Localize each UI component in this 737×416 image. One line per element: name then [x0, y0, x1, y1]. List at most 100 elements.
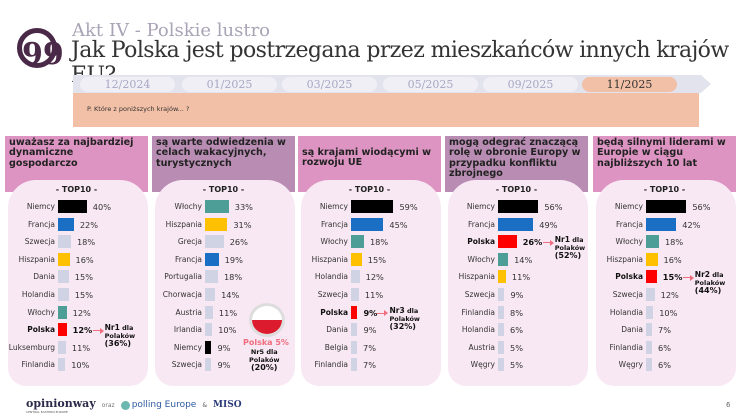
country-label: Francja [27, 219, 55, 229]
country-label: Holandia [609, 307, 643, 317]
timeline-tab-05-2025[interactable]: 05/2025 [383, 77, 478, 92]
value-label: 9% [363, 325, 377, 336]
value-label: 10% [659, 307, 678, 318]
panel-title: mogą odegrać znaczącą rolę w obronie Eur… [449, 137, 581, 179]
bar [646, 252, 658, 266]
bar-row: Holandia 12% [298, 270, 441, 284]
country-label: Niemcy [614, 202, 643, 211]
country-label: Dania [326, 325, 348, 335]
opinionway-logo: opinionway CENTRAL EASTERN EUROPE [26, 397, 96, 414]
timeline-tab-11-2025[interactable]: 11/2025 [582, 77, 677, 92]
bar [351, 358, 357, 372]
panel-title: będą silnymi liderami w Europie w ciągu … [597, 137, 726, 169]
ranking-panel: są warte odwiedzenia w celach wakacyjnyc… [152, 136, 295, 386]
polling-europe-icon [120, 400, 130, 410]
timeline-tab-01-2025[interactable]: 01/2025 [182, 77, 277, 92]
timeline-arrow-icon [701, 75, 711, 93]
bar [58, 358, 66, 372]
bar [58, 235, 71, 249]
country-label: Włochy [320, 237, 348, 247]
value-label: 5% [510, 342, 523, 353]
bar-row: Szwecja 9% [445, 288, 588, 302]
bar-row: Dania 15% [5, 270, 148, 284]
ampersand: & [202, 401, 208, 409]
bar-row: Luksemburg 11% [5, 340, 148, 355]
bar [646, 288, 655, 301]
miso-logo: MISO [213, 400, 242, 410]
ranking-panel: będą silnymi liderami w Europie w ciągu … [593, 136, 736, 386]
country-label: Dania [33, 272, 55, 282]
panel-header: są warte odwiedzenia w celach wakacyjnyc… [152, 136, 295, 196]
bar [498, 252, 509, 266]
country-label: Belgia [324, 342, 348, 352]
country-label: Hiszpania [165, 219, 202, 229]
country-label: Holandia [314, 272, 348, 282]
country-label: Włochy [27, 307, 55, 317]
bar-row: Austria 11% [152, 305, 295, 320]
arrow-icon [542, 239, 554, 246]
polling-europe-logo: polling Europe [131, 400, 197, 410]
panel-body [448, 180, 588, 386]
bar [205, 340, 212, 354]
value-label: 11% [511, 272, 531, 283]
bar [205, 200, 229, 213]
value-label: 11% [218, 307, 238, 318]
country-label: Austria [468, 342, 496, 352]
bar-row: Holandia 6% [445, 323, 588, 337]
polish-rank-annotation: Nr5 dla Polaków (20%) [249, 348, 280, 372]
oraz-text: oraz [101, 401, 115, 409]
value-label: 16% [75, 254, 94, 265]
country-label: Włochy [467, 254, 495, 264]
country-label: Chorwacja [162, 290, 202, 299]
bar-row: Dania 9% [298, 323, 441, 337]
bar [58, 252, 70, 266]
ranking-panel: uważasz za najbardziej dynamiczne gospod… [5, 136, 148, 386]
quote-icon: 99 [17, 28, 64, 72]
bar-row: Hiszpania 15% [298, 252, 441, 267]
bar-row: Francja 49% [445, 217, 588, 232]
country-label: Francja [467, 219, 495, 229]
country-label: Holandia [21, 290, 55, 299]
value-label: 33% [234, 202, 253, 212]
value-label: 26% [522, 237, 543, 248]
value-label: 40% [92, 202, 111, 212]
bar [351, 252, 362, 266]
value-label: 22% [79, 219, 99, 230]
bar [58, 340, 66, 354]
ranking-panel: mogą odegrać znaczącą rolę w obronie Eur… [445, 136, 588, 386]
value-label: 10% [218, 325, 237, 336]
timeline-tab-09-2025[interactable]: 09/2025 [483, 77, 578, 92]
bar [646, 217, 677, 231]
timeline-tab-03-2025[interactable]: 03/2025 [282, 77, 377, 92]
bar-row: Finlandia 7% [298, 358, 441, 372]
country-label: Polska [320, 307, 348, 317]
bar-row: Grecja 26% [152, 235, 295, 249]
country-label: Szwecja [171, 360, 202, 370]
bar-row: Francja 19% [152, 252, 295, 267]
country-label: Hiszpania [606, 254, 643, 264]
value-label: 26% [229, 237, 248, 248]
bar-row: Niemcy 9% [152, 340, 295, 355]
footer-logos: opinionway CENTRAL EASTERN EUROPE oraz p… [26, 395, 242, 415]
country-label: Francja [320, 219, 348, 229]
bar-row: Szwecja 12% [593, 288, 736, 302]
bar-row: Francja 42% [593, 217, 736, 232]
bar [58, 217, 74, 231]
bar [646, 235, 659, 249]
value-label: 15% [367, 254, 386, 265]
bar-row: Holandia 15% [5, 288, 148, 302]
bar [351, 200, 394, 213]
bar [646, 358, 652, 372]
bar-row: Szwecja 11% [298, 288, 441, 302]
timeline-tab-12-2024[interactable]: 12/2024 [80, 77, 175, 92]
bar [498, 288, 505, 301]
value-label: 45% [389, 219, 408, 230]
page-number: 6 [726, 401, 731, 409]
top10-label: - TOP10 - [202, 185, 245, 194]
value-label: 7% [363, 342, 376, 353]
top10-label: - TOP10 - [348, 185, 391, 194]
bar [351, 323, 358, 337]
bar [58, 305, 67, 319]
value-label: 56% [692, 202, 711, 212]
bar-row: Niemcy 40% [5, 200, 148, 214]
